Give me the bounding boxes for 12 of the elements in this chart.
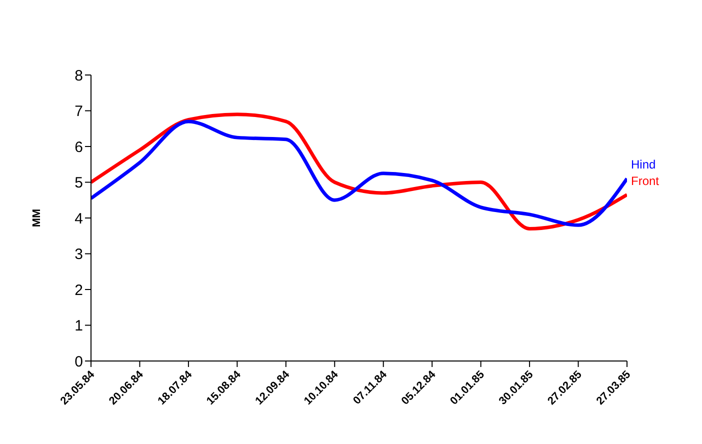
y-tick-label: 3	[74, 246, 83, 264]
y-tick-label: 1	[74, 318, 83, 335]
y-tick-label: 7	[74, 103, 83, 120]
series-label: Front	[631, 174, 660, 188]
series-label: Hind	[631, 158, 656, 172]
y-axis-title: MM	[30, 208, 43, 228]
y-tick-label: 8	[74, 67, 83, 84]
y-tick-label: 2	[74, 282, 83, 299]
y-tick-label: 4	[74, 210, 83, 228]
y-tick-label: 6	[74, 138, 83, 156]
y-tick-label: 0	[74, 353, 83, 370]
y-tick-label: 5	[74, 174, 83, 192]
